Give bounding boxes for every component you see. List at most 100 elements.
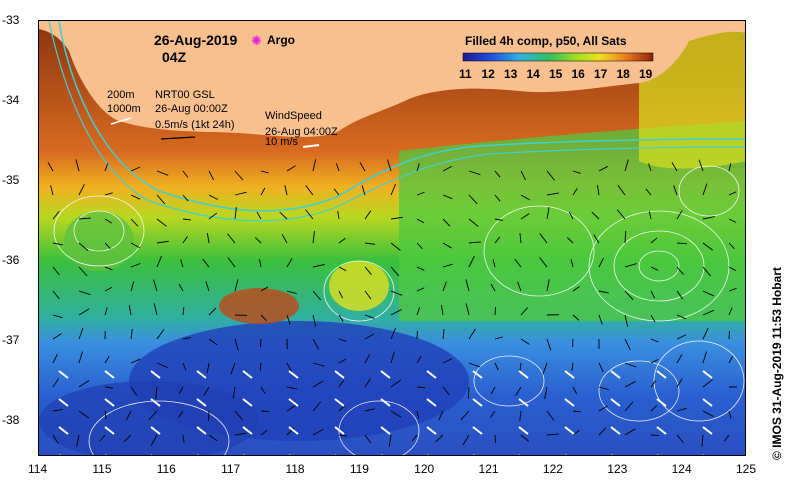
current-vector — [702, 266, 712, 277]
current-vector — [546, 192, 559, 196]
current-vector — [624, 230, 627, 244]
current-vector — [78, 217, 91, 220]
current-vector — [335, 163, 340, 172]
current-vector — [390, 327, 396, 340]
current-vector — [130, 386, 138, 396]
warm-eddy — [329, 261, 389, 311]
current-source-label: NRT00 GSL — [155, 89, 215, 101]
current-vector — [416, 410, 420, 419]
current-vector — [489, 410, 496, 418]
current-vector — [596, 185, 600, 196]
current-vector — [52, 290, 60, 300]
current-vector — [645, 188, 652, 196]
current-vector — [387, 159, 392, 172]
ssh-contour — [613, 230, 705, 302]
current-vector — [205, 281, 210, 292]
wind-vector — [381, 454, 383, 455]
current-vector — [234, 338, 239, 351]
wind-vector — [473, 454, 475, 455]
current-time-label: 26-Aug 00:00Z — [155, 103, 228, 115]
current-vector — [104, 286, 113, 292]
current-vector — [52, 314, 63, 319]
current-vector — [78, 410, 90, 419]
current-vector — [150, 434, 158, 446]
current-vector — [234, 410, 244, 421]
wind-vector — [58, 398, 69, 407]
current-vector — [494, 362, 499, 371]
wind-vector — [335, 454, 337, 455]
current-vector — [260, 286, 269, 292]
current-vector — [312, 263, 325, 268]
current-vector — [78, 290, 91, 296]
current-vector — [698, 159, 704, 172]
current-vector — [52, 353, 58, 364]
current-vector — [416, 163, 420, 172]
wind-vector — [288, 398, 299, 407]
current-vector — [234, 279, 239, 292]
current-vector — [728, 266, 737, 272]
wind-vector — [611, 454, 613, 455]
wind-vector — [380, 398, 391, 407]
wind-vector — [472, 370, 483, 379]
current-vector — [624, 338, 631, 350]
wind-vector — [150, 370, 161, 379]
lon-tick-label: 122 — [542, 462, 563, 476]
current-vector — [312, 401, 322, 412]
wind-vector — [105, 454, 107, 455]
current-vector — [364, 378, 371, 388]
current-vector — [624, 362, 637, 368]
current-vector — [256, 211, 262, 220]
ssh-contour — [588, 210, 730, 322]
current-vector — [702, 327, 709, 340]
colorbar-tick-label: 13 — [504, 67, 518, 81]
wind-title-label: WindSpeed — [265, 110, 322, 122]
wind-vector — [610, 370, 621, 379]
current-vector — [364, 290, 372, 300]
current-vector — [598, 290, 609, 294]
current-vector — [598, 257, 604, 268]
current-vector — [52, 333, 62, 340]
current-vector — [442, 358, 453, 364]
current-vector — [104, 163, 109, 172]
current-vector — [254, 237, 262, 244]
ssh-contour — [53, 195, 145, 267]
current-vector — [52, 408, 63, 412]
wind-vector — [196, 426, 207, 435]
wind-vector — [564, 370, 575, 379]
current-vector — [598, 314, 603, 325]
colorbar-tick-label: 15 — [549, 67, 563, 81]
current-vector — [178, 386, 184, 395]
current-vector — [312, 314, 317, 327]
current-vector — [490, 283, 496, 292]
map-date-title: 26-Aug-2019 — [154, 32, 238, 48]
current-vector — [494, 194, 501, 202]
current-vector — [52, 210, 60, 220]
current-vector — [182, 362, 187, 371]
lat-tick-label: -35 — [2, 173, 20, 187]
current-vector — [546, 433, 559, 436]
wind-vector — [427, 454, 429, 455]
current-vector — [416, 307, 421, 316]
current-vector — [494, 170, 501, 178]
current-vector — [676, 290, 684, 300]
current-vector — [156, 362, 169, 369]
current-vector — [76, 434, 80, 447]
ssh-contour — [598, 360, 680, 422]
current-vector — [305, 185, 314, 196]
current-vector — [104, 266, 113, 271]
warm-filament — [219, 288, 299, 324]
current-vector — [728, 163, 732, 172]
colorbar-tick-label: 14 — [526, 67, 540, 81]
current-vector — [130, 242, 141, 249]
wind-vector — [58, 426, 69, 435]
current-vector — [364, 266, 372, 275]
current-vector — [520, 434, 530, 442]
current-vector — [156, 255, 163, 268]
current-vector — [591, 211, 600, 220]
current-vector — [514, 258, 522, 268]
current-vector — [416, 355, 422, 364]
current-vector — [648, 163, 652, 172]
current-vector — [208, 194, 219, 200]
lon-tick-label: 118 — [285, 462, 305, 476]
wind-vector — [610, 426, 621, 435]
